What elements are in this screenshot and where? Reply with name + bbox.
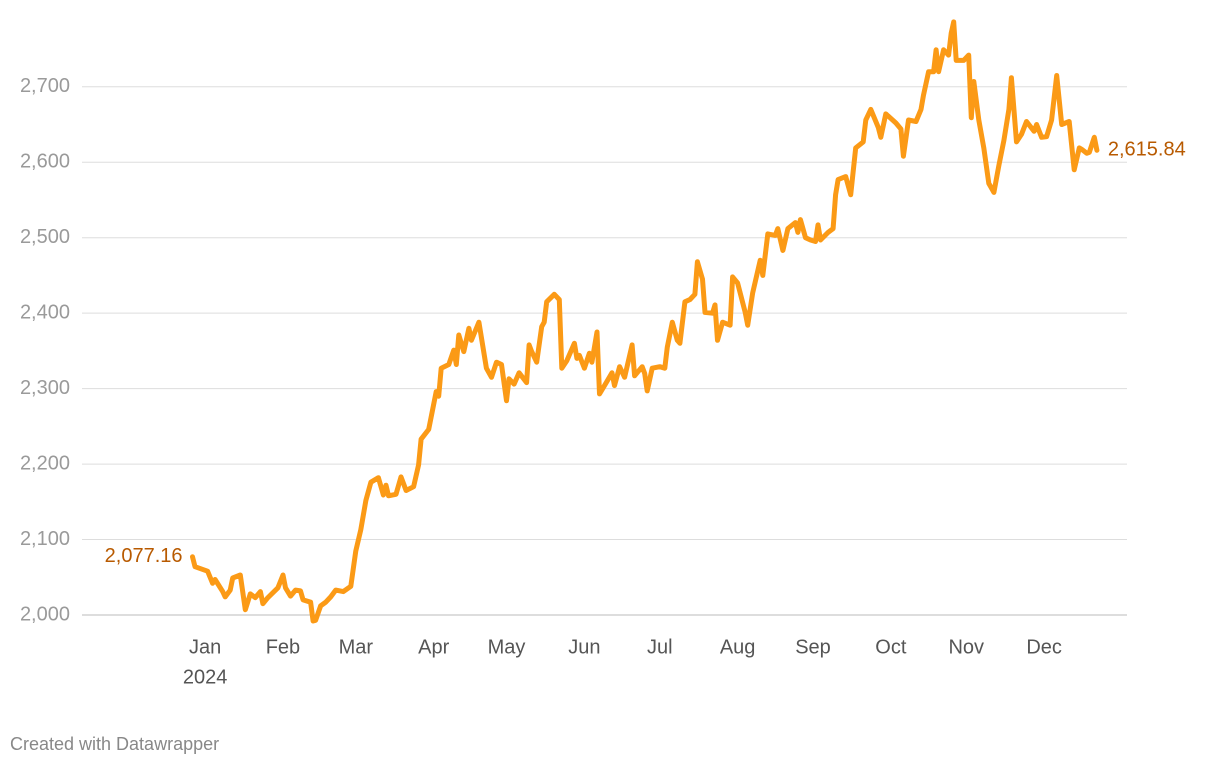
value-label: 2,077.16 [105,545,183,567]
x-tick-label: Jun [568,636,600,658]
x-tick-label: Nov [948,636,984,658]
x-year-label: 2024 [183,666,228,688]
x-tick-label: Mar [339,636,374,658]
y-tick-label: 2,200 [20,452,70,474]
y-tick-label: 2,400 [20,301,70,323]
x-tick-label: Aug [720,636,756,658]
y-tick-label: 2,000 [20,603,70,625]
x-tick-label: Jul [647,636,673,658]
x-tick-label: Apr [418,636,449,658]
footer: Created with Datawrapper [10,734,219,754]
y-tick-label: 2,500 [20,226,70,248]
x-tick-label: Sep [795,636,831,658]
x-tick-label: May [488,636,526,658]
y-tick-label: 2,300 [20,377,70,399]
value-label: 2,615.84 [1108,139,1186,161]
x-tick-label: Oct [875,636,907,658]
x-tick-label: Jan [189,636,221,658]
y-tick-label: 2,700 [20,75,70,97]
price-line [190,19,1100,624]
y-tick-label: 2,100 [20,528,70,550]
y-tick-label: 2,600 [20,151,70,173]
x-tick-label: Feb [266,636,300,658]
x-tick-label: Dec [1026,636,1062,658]
